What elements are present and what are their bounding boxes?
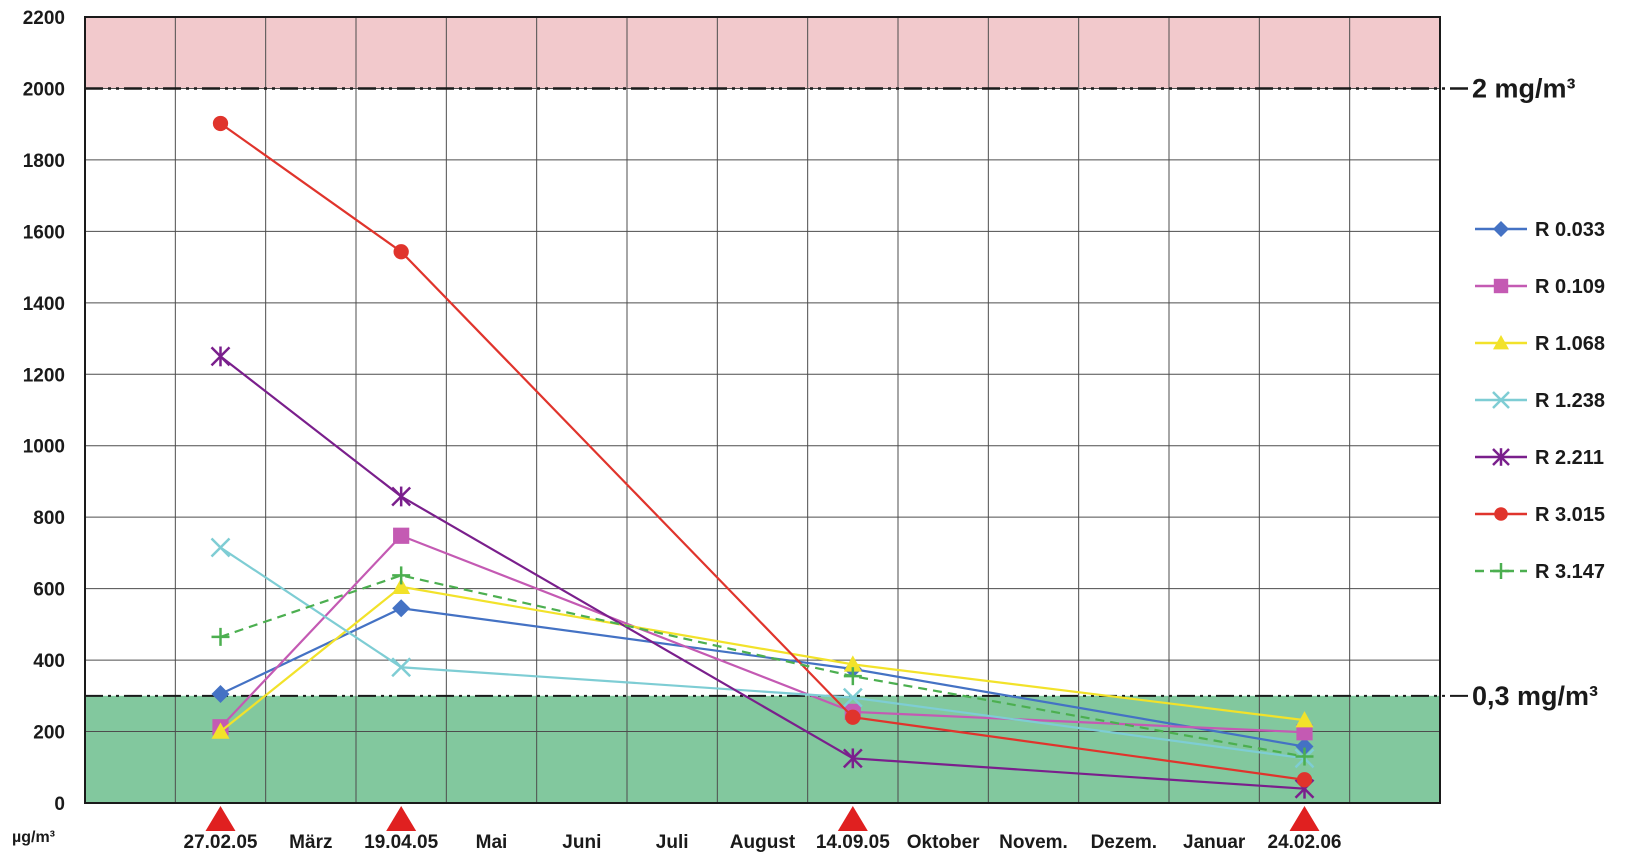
y-tick-label: 1000: [23, 437, 65, 458]
legend-item: R 2.211: [1475, 447, 1604, 469]
series-line: [219, 355, 1305, 790]
circle-marker: [1296, 772, 1313, 788]
circle-marker: [845, 709, 861, 725]
triangle-marker: [1295, 711, 1314, 728]
legend-label: R 1.068: [1535, 333, 1605, 355]
y-tick-label: 1800: [23, 151, 65, 172]
x-marker: [391, 657, 412, 678]
measurement-markers: [205, 806, 1320, 831]
x-tick-label: Mai: [476, 832, 508, 853]
legend-item: R 1.068: [1475, 333, 1605, 355]
y-tick-label: 600: [33, 580, 65, 601]
series-line: [219, 534, 1305, 734]
star-marker: [842, 748, 863, 769]
y-tick-label: 200: [33, 723, 65, 744]
y-tick-label: 1200: [23, 365, 65, 386]
diamond-marker: [211, 685, 230, 704]
x-tick-label: 24.02.06: [1268, 832, 1342, 853]
legend: R 0.033 R 0.109 R 1.068 R 1.238 R 2.211 R 3.0…: [1475, 219, 1605, 583]
y-tick-label: 1600: [23, 222, 65, 243]
upper-limit-band: [85, 17, 1440, 89]
measurement-date-marker: [386, 806, 417, 831]
threshold-bands: [85, 17, 1440, 803]
circle-marker: [1494, 507, 1508, 521]
legend-label: R 3.015: [1535, 504, 1605, 526]
y-axis: 0 200 400 600 800 1000 1200 1400 1600 1800 2000 220…: [23, 8, 65, 815]
series-line: [219, 546, 1305, 760]
circle-marker: [393, 244, 409, 260]
series-R-3_147: [211, 566, 1314, 766]
legend-item: R 0.109: [1475, 276, 1605, 298]
legend-item: R 3.015: [1475, 504, 1605, 526]
reference-lines: 2 mg/m³ 0,3 mg/m³: [85, 73, 1598, 711]
star-marker: [210, 346, 231, 367]
lower-limit-band: [85, 695, 1440, 803]
x-axis: 27.02.05 März 19.04.05 Mai Juni Juli August 14.…: [184, 832, 1342, 853]
plus-marker: [392, 566, 411, 585]
diamond-marker: [1295, 737, 1314, 756]
plot-frame: [84, 16, 1441, 804]
x-tick-label: Juni: [562, 832, 601, 853]
y-tick-label: 2000: [23, 79, 65, 100]
x-tick-label: August: [730, 832, 796, 853]
square-marker: [1493, 278, 1509, 294]
y-tick-label: 2200: [23, 8, 65, 29]
series-layer: [210, 115, 1315, 799]
measurement-date-marker: [1289, 806, 1320, 831]
legend-label: R 0.033: [1535, 219, 1605, 241]
measurement-date-marker: [837, 806, 868, 831]
x-tick-label: März: [289, 832, 332, 853]
series-line: [219, 122, 1305, 781]
legend-item: R 1.238: [1475, 390, 1605, 412]
x-marker: [210, 537, 231, 558]
legend-item: R 3.147: [1475, 561, 1605, 583]
series-line: [220, 574, 1305, 758]
series-line: [220, 607, 1305, 748]
x-tick-label: Dezem.: [1091, 832, 1158, 853]
x-tick-label: Novem.: [999, 832, 1068, 853]
reference-label: 2 mg/m³: [1472, 73, 1576, 103]
measurement-date-marker: [205, 806, 236, 831]
plus-marker: [843, 667, 862, 686]
legend-label: R 3.147: [1535, 561, 1605, 583]
legend-label: R 0.109: [1535, 276, 1605, 298]
y-tick-label: 400: [33, 651, 65, 672]
y-tick-label: 800: [33, 508, 65, 529]
legend-item: R 0.033: [1475, 219, 1605, 241]
legend-label: R 2.211: [1535, 447, 1604, 469]
legend-label: R 1.238: [1535, 390, 1605, 412]
triangle-marker: [1493, 335, 1509, 350]
x-tick-label: 27.02.05: [184, 832, 258, 853]
triangle-marker: [211, 722, 230, 739]
square-marker: [393, 527, 410, 544]
y-tick-label: 1400: [23, 294, 65, 315]
triangle-marker: [843, 655, 862, 672]
diamond-marker: [1493, 221, 1509, 237]
plus-marker: [211, 627, 230, 646]
series-R-3_015: [212, 115, 1313, 788]
x-marker: [1492, 391, 1510, 409]
star-marker: [1492, 448, 1510, 466]
x-tick-label: Januar: [1183, 832, 1246, 853]
star-marker: [391, 486, 412, 507]
x-tick-label: Juli: [656, 832, 689, 853]
plus-marker: [1493, 563, 1509, 579]
reference-label: 0,3 mg/m³: [1472, 681, 1598, 711]
unit-label: µg/m³: [12, 829, 55, 846]
x-marker: [842, 687, 863, 708]
x-tick-label: 14.09.05: [816, 832, 890, 853]
diamond-marker: [392, 599, 411, 618]
square-marker: [1296, 724, 1313, 741]
x-tick-label: Oktober: [907, 832, 980, 853]
circle-marker: [212, 115, 229, 132]
plus-marker: [1295, 747, 1314, 766]
triangle-marker: [392, 577, 411, 595]
x-tick-label: 19.04.05: [364, 832, 438, 853]
y-tick-label: 0: [54, 794, 65, 815]
